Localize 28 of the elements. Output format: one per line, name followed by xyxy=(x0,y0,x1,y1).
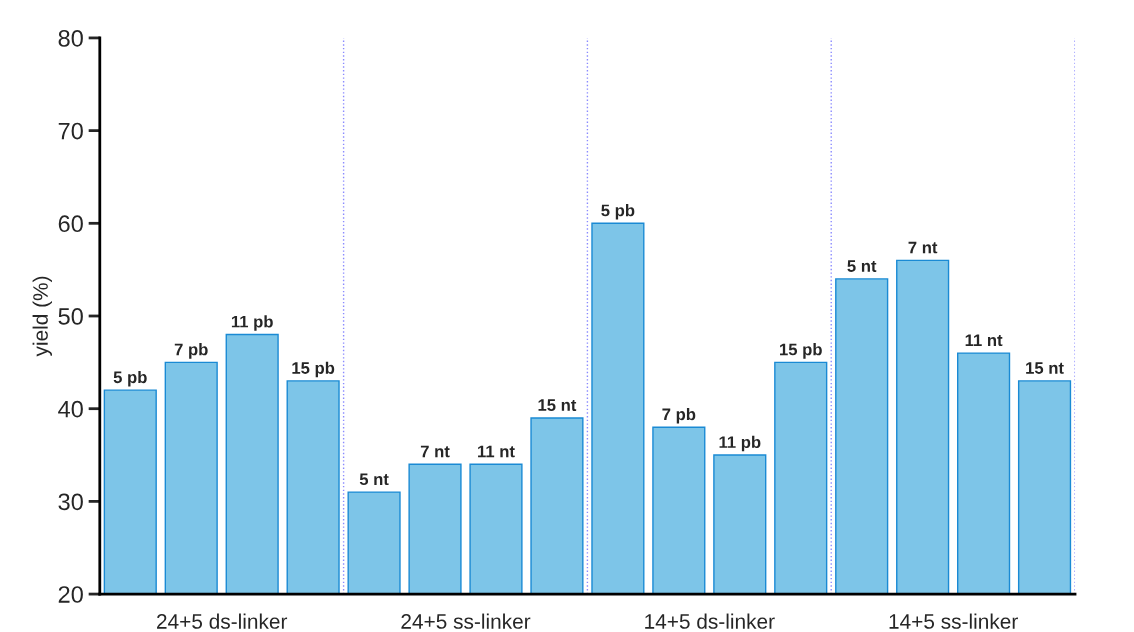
x-tick-label: 5 pb xyxy=(601,204,635,220)
y-tick-label: 50 xyxy=(58,308,83,325)
y-tick-label: 40 xyxy=(58,400,83,418)
x-tick-label: 5 nt xyxy=(359,473,389,486)
y-tick-label: 60 xyxy=(58,215,83,233)
y-tick-label: 30 xyxy=(58,493,83,511)
y-tick-label: 20 xyxy=(58,586,83,603)
x-tick-label: 7 nt xyxy=(420,445,450,458)
x-tick-label: 7 pb xyxy=(174,343,208,359)
y-tick-label: 70 xyxy=(58,122,83,140)
x-tick-label: 5 pb xyxy=(113,370,147,387)
y-tick-label: 80 xyxy=(58,29,83,47)
x-tick-label: 15 pb xyxy=(292,361,335,378)
x-tick-label: 7 nt xyxy=(908,241,938,254)
x-tick-label: 11 pb xyxy=(719,435,761,452)
x-tick-label: 11 nt xyxy=(965,334,1003,347)
y-axis-title: yield (%) xyxy=(32,276,52,357)
x-tick-label: 11 nt xyxy=(478,445,515,458)
x-tick-label: 15 pb xyxy=(780,343,822,359)
text: 14+5 ss-linker xyxy=(889,613,1018,629)
text: 24+5 ss-linker xyxy=(401,613,531,629)
x-tick-label: 15 nt xyxy=(538,399,577,411)
x-tick-label: 15 nt xyxy=(1026,362,1064,374)
text: 14+5 ds-linker xyxy=(645,613,775,629)
x-tick-label: 7 pb xyxy=(662,407,696,424)
x-tick-label: 5 nt xyxy=(847,260,877,272)
text: 24+5 ds-linker xyxy=(157,613,288,629)
x-tick-label: 11 pb xyxy=(231,315,273,331)
